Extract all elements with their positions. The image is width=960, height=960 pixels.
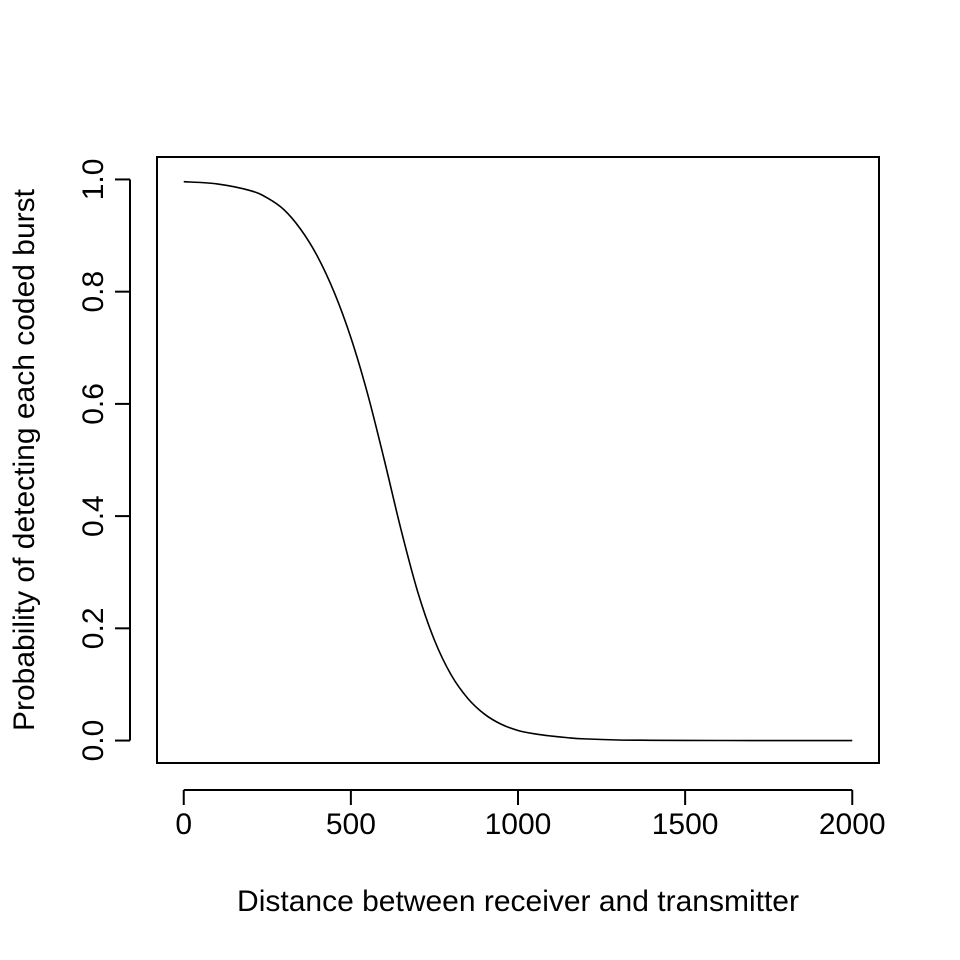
x-tick-label: 1500 — [652, 808, 719, 841]
y-tick-label: 0.4 — [77, 495, 110, 537]
y-tick-label: 1.0 — [77, 159, 110, 201]
y-tick-label: 0.8 — [77, 271, 110, 313]
y-axis: 0.0 0.2 0.4 0.6 0.8 1.0 — [77, 159, 131, 762]
y-tick-label: 0.2 — [77, 607, 110, 649]
y-axis-label: Probability of detecting each coded burs… — [8, 188, 41, 731]
x-tick-label: 0 — [175, 808, 192, 841]
x-tick-label: 500 — [326, 808, 376, 841]
x-axis: 0 500 1000 1500 2000 — [175, 789, 886, 841]
x-axis-label: Distance between receiver and transmitte… — [237, 885, 799, 918]
plot-frame — [156, 156, 880, 764]
y-tick-label: 0.6 — [77, 383, 110, 425]
x-tick-label: 1000 — [485, 808, 552, 841]
x-tick-label: 2000 — [819, 808, 886, 841]
y-tick-label: 0.0 — [77, 720, 110, 762]
series-line — [183, 180, 853, 742]
